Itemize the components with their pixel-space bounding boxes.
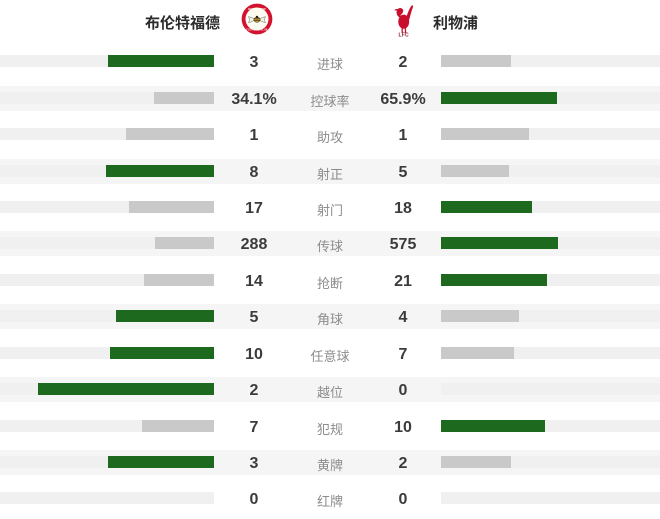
- svg-text:LFC: LFC: [399, 32, 410, 38]
